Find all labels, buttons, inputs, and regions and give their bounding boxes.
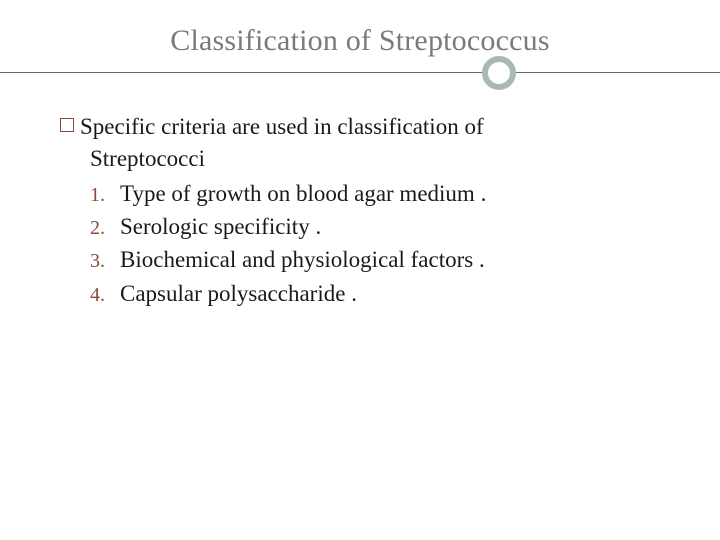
lead-row: Specific criteria are used in classifica…: [60, 112, 664, 142]
list-item: 3. Biochemical and physiological factors…: [90, 245, 664, 275]
slide: Classification of Streptococcus Specific…: [0, 0, 720, 540]
item-number: 1.: [90, 184, 110, 207]
lead-continuation: Streptococci: [60, 144, 664, 174]
ring-icon: [482, 56, 516, 90]
square-bullet-icon: [60, 118, 74, 132]
list-item: 2. Serologic specificity .: [90, 212, 664, 242]
item-text: Capsular polysaccharide .: [120, 279, 357, 309]
item-text: Type of growth on blood agar medium .: [120, 179, 486, 209]
title-area: Classification of Streptococcus: [48, 24, 672, 68]
item-text: Biochemical and physiological factors .: [120, 245, 485, 275]
list-item: 1. Type of growth on blood agar medium .: [90, 179, 664, 209]
list-item: 4. Capsular polysaccharide .: [90, 279, 664, 309]
item-number: 3.: [90, 250, 110, 273]
content-block: Specific criteria are used in classifica…: [48, 112, 672, 309]
title-divider: [0, 72, 720, 73]
numbered-list: 1. Type of growth on blood agar medium .…: [60, 179, 664, 309]
item-number: 2.: [90, 217, 110, 240]
lead-text: Specific criteria are used in classifica…: [80, 112, 484, 142]
item-text: Serologic specificity .: [120, 212, 321, 242]
item-number: 4.: [90, 284, 110, 307]
